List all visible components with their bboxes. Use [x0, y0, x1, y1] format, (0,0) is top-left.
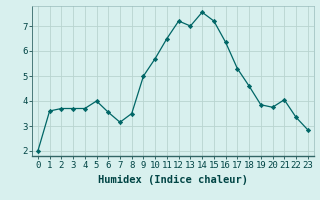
X-axis label: Humidex (Indice chaleur): Humidex (Indice chaleur) — [98, 175, 248, 185]
